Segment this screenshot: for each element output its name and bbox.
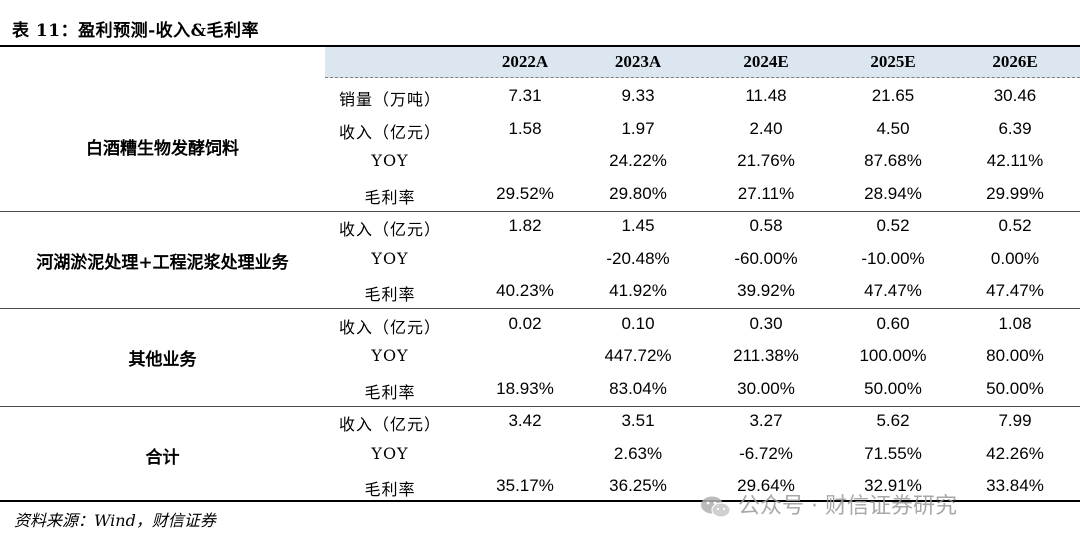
table-cell: 7.31 bbox=[508, 86, 542, 105]
table-cell: 21.76% bbox=[737, 151, 795, 170]
table-cell: 50.00% bbox=[864, 378, 922, 398]
table-cell: 3.51 bbox=[621, 411, 655, 430]
table-cell: 42.26% bbox=[986, 443, 1044, 463]
table-cell: 1.58 bbox=[508, 118, 542, 138]
table-cell: 447.72% bbox=[604, 346, 672, 365]
table-cell: -10.00% bbox=[861, 248, 925, 268]
top-rule bbox=[0, 45, 1080, 47]
bottom-rule bbox=[0, 500, 1080, 502]
table-cell: 0.10 bbox=[621, 313, 655, 333]
table-cell: 7.99 bbox=[998, 411, 1032, 430]
group-divider bbox=[0, 308, 1080, 310]
metric-label: 毛利率 bbox=[364, 187, 416, 207]
table-cell: 29.52% bbox=[496, 183, 554, 203]
segment-label: 河湖淤泥处理+工程泥浆处理业务 bbox=[36, 252, 289, 273]
table-cell: 6.39 bbox=[998, 118, 1032, 138]
table-cell: 1.08 bbox=[998, 313, 1032, 333]
metric-label: 销量（万吨） bbox=[338, 90, 441, 109]
table-cell: 11.48 bbox=[745, 86, 787, 105]
metric-label: YOY bbox=[371, 248, 409, 268]
table-cell: 2.40 bbox=[749, 118, 783, 138]
table-cell: 40.23% bbox=[496, 281, 554, 300]
table-cell: 50.00% bbox=[986, 378, 1044, 398]
table-cell: 29.99% bbox=[986, 183, 1044, 203]
column-header: 2024E bbox=[743, 52, 789, 71]
table-cell: 28.94% bbox=[864, 183, 922, 203]
column-header: 2025E bbox=[870, 52, 916, 71]
column-header: 2023A bbox=[614, 52, 662, 71]
table-cell: 18.93% bbox=[496, 378, 554, 398]
table-cell: 1.82 bbox=[508, 216, 542, 235]
table-cell: 0.58 bbox=[749, 216, 783, 235]
table-cell: 0.00% bbox=[990, 248, 1040, 268]
table-cell: 0.52 bbox=[998, 216, 1032, 235]
table-title: 表 11：盈利预测-收入&毛利率 bbox=[12, 21, 259, 41]
table-cell: 87.68% bbox=[864, 151, 922, 170]
metric-label: 收入（亿元） bbox=[338, 317, 441, 337]
table-cell: 32.91% bbox=[864, 476, 922, 495]
table-cell: 9.33 bbox=[621, 86, 655, 105]
table-cell: 80.00% bbox=[986, 346, 1044, 365]
metric-label: 毛利率 bbox=[364, 382, 416, 402]
table-cell: 21.65 bbox=[871, 86, 915, 105]
segment-label: 合计 bbox=[145, 447, 180, 468]
table-cell: 4.50 bbox=[876, 118, 910, 138]
table-cell: 36.25% bbox=[609, 476, 667, 495]
table-cell: 30.00% bbox=[737, 378, 795, 398]
table-cell: 100.00% bbox=[859, 346, 927, 365]
header-divider bbox=[325, 77, 1080, 78]
table-cell: 33.84% bbox=[986, 476, 1044, 495]
metric-label: YOY bbox=[371, 443, 409, 463]
metric-label: 收入（亿元） bbox=[338, 122, 441, 142]
table-cell: 83.04% bbox=[609, 378, 667, 398]
segment-label: 白酒糟生物发酵饲料 bbox=[86, 138, 239, 159]
source-note: 资料来源：Wind，财信证券 bbox=[14, 511, 216, 530]
metric-label: 收入（亿元） bbox=[338, 415, 441, 434]
table-cell: 3.42 bbox=[508, 411, 542, 430]
table-cell: 2.63% bbox=[613, 443, 663, 463]
group-divider bbox=[0, 405, 1080, 407]
metric-label: 毛利率 bbox=[364, 480, 416, 499]
column-header: 2022A bbox=[501, 52, 549, 71]
watermark: 公众号 · 财信证券研究 bbox=[700, 488, 957, 520]
metric-label: 收入（亿元） bbox=[338, 220, 441, 239]
table-cell: 29.64% bbox=[737, 476, 795, 495]
metric-label: 毛利率 bbox=[364, 285, 416, 304]
wechat-icon bbox=[701, 496, 731, 518]
table-cell: 1.97 bbox=[621, 118, 655, 138]
table-cell: 47.47% bbox=[986, 281, 1044, 300]
table-cell: 71.55% bbox=[864, 443, 922, 463]
table-cell: 5.62 bbox=[876, 411, 910, 430]
group-divider bbox=[0, 210, 1080, 212]
table-cell: 42.11% bbox=[986, 151, 1044, 170]
watermark-text: 公众号 · 财信证券研究 bbox=[738, 494, 957, 519]
table-cell: 24.22% bbox=[609, 151, 667, 170]
table-cell: 1.45 bbox=[621, 216, 655, 235]
table-cell: 30.46 bbox=[993, 86, 1037, 105]
table-cell: -20.48% bbox=[606, 248, 670, 268]
table-cell: 0.52 bbox=[876, 216, 910, 235]
metric-label: YOY bbox=[371, 346, 409, 365]
segment-label: 其他业务 bbox=[128, 350, 197, 370]
table-cell: 0.02 bbox=[508, 313, 542, 333]
table-cell: 0.60 bbox=[876, 313, 910, 333]
table-cell: 3.27 bbox=[749, 411, 783, 430]
table-cell: -60.00% bbox=[734, 248, 798, 268]
column-header: 2026E bbox=[992, 52, 1038, 71]
header-background bbox=[325, 47, 1080, 78]
table-cell: 211.38% bbox=[733, 346, 799, 365]
table-cell: 39.92% bbox=[737, 281, 795, 300]
table-cell: 41.92% bbox=[609, 281, 667, 300]
table-cell: 47.47% bbox=[864, 281, 922, 300]
table-cell: -6.72% bbox=[739, 443, 793, 463]
table-cell: 27.11% bbox=[737, 183, 795, 203]
table-cell: 0.30 bbox=[749, 313, 783, 333]
table-cell: 29.80% bbox=[609, 183, 667, 203]
table-cell: 35.17% bbox=[496, 476, 554, 495]
metric-label: YOY bbox=[371, 151, 409, 170]
